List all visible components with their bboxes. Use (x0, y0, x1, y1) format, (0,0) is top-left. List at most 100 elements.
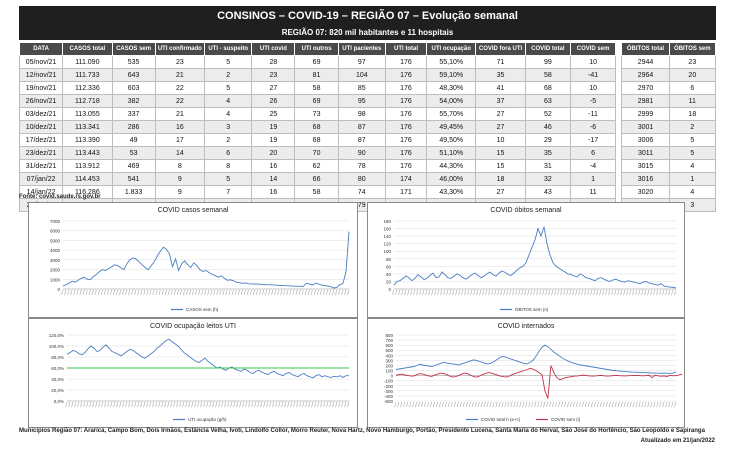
x-tick-mark (195, 289, 198, 296)
table-cell: 11 (569, 185, 617, 199)
chart-panel-hospitalized: COVID internados -500 -400 -300 -200 -100 0 10… (367, 318, 685, 428)
table-cell: -4 (569, 159, 617, 173)
x-tick-mark (632, 401, 635, 408)
x-tick-mark (110, 401, 113, 408)
x-tick-mark (88, 289, 91, 296)
table-cell: 16 (251, 159, 296, 173)
table-cell: 28 (251, 55, 296, 69)
x-tick-mark (662, 401, 665, 408)
x-tick-mark (611, 401, 614, 408)
table-cell: 9 (154, 172, 206, 186)
x-tick-mark (441, 401, 444, 408)
x-tick-mark (269, 401, 272, 408)
x-tick-mark (122, 289, 125, 296)
table-cell: 3 (204, 120, 253, 134)
x-tick-mark (304, 289, 307, 296)
x-tick-mark (92, 401, 95, 408)
x-tick-mark (248, 401, 251, 408)
x-tick-mark (298, 289, 301, 296)
y-tick-label: 100 (385, 369, 393, 374)
y-tick-label: -500 (384, 399, 394, 404)
x-tick-mark (204, 289, 207, 296)
x-tick-mark (395, 289, 398, 296)
table-cell: 73 (294, 107, 339, 121)
table-cell: 25 (251, 107, 296, 121)
table-cell: 14 (154, 146, 206, 160)
table-cell: 2981 (621, 94, 670, 108)
x-tick-mark (557, 289, 560, 296)
x-tick-mark (131, 401, 134, 408)
x-tick-mark (659, 401, 662, 408)
x-tick-mark (509, 289, 512, 296)
x-tick-mark (182, 401, 185, 408)
x-tick-mark (107, 401, 110, 408)
x-tick-mark (561, 401, 564, 408)
table-cell: 11 (668, 94, 717, 108)
x-tick-mark (317, 401, 320, 408)
x-tick-mark (143, 289, 146, 296)
table-cell: 2970 (621, 81, 670, 95)
x-tick-mark (109, 289, 112, 296)
x-tick-mark (531, 401, 534, 408)
x-tick-mark (283, 289, 286, 296)
x-tick-mark (280, 289, 283, 296)
table-cell: 23 (154, 55, 206, 69)
x-tick-mark (512, 289, 515, 296)
x-tick-mark (219, 289, 222, 296)
x-tick-mark (548, 289, 551, 296)
table-gap-cell (615, 55, 623, 69)
x-tick-mark (510, 401, 513, 408)
table-cell: 23 (251, 68, 296, 82)
table-cell: 44,30% (426, 159, 477, 173)
x-tick-mark (344, 401, 347, 408)
x-tick-mark (70, 289, 73, 296)
x-tick-mark (644, 289, 647, 296)
table-cell: 58 (294, 81, 339, 95)
x-tick-mark (587, 401, 590, 408)
table-cell: 176 (384, 159, 428, 173)
x-tick-mark (319, 289, 322, 296)
x-tick-mark (656, 289, 659, 296)
x-tick-mark (567, 401, 569, 408)
x-tick-mark (245, 401, 248, 408)
table-cell: 10 (475, 133, 526, 147)
x-tick-mark (507, 401, 510, 408)
table-cell: 81 (294, 68, 339, 82)
table-cell: 286 (111, 120, 156, 134)
x-tick-mark (653, 289, 656, 296)
x-tick-mark (203, 401, 206, 408)
table-cell: 2 (668, 120, 717, 134)
table-cell: 71 (475, 55, 526, 69)
table-cell: 21 (154, 107, 206, 121)
x-tick-mark (179, 401, 182, 408)
column-header: UTI confirmado (154, 42, 206, 56)
x-tick-mark (332, 401, 335, 408)
x-tick-mark (167, 401, 170, 408)
x-tick-mark (104, 401, 107, 408)
x-tick-mark (501, 401, 504, 408)
table-cell: 643 (111, 68, 156, 82)
x-tick-mark (281, 401, 284, 408)
x-tick-mark (201, 289, 204, 296)
column-header: CASOS sem (111, 42, 156, 56)
x-tick-mark (554, 289, 557, 296)
x-tick-mark (515, 289, 518, 296)
table-cell: 114.453 (62, 172, 113, 186)
x-tick-mark (200, 401, 203, 408)
x-tick-mark (424, 401, 426, 408)
x-tick-mark (540, 401, 543, 408)
x-tick-mark (338, 401, 341, 408)
x-tick-mark (158, 401, 161, 408)
x-tick-mark (210, 289, 213, 296)
x-tick-mark (650, 401, 653, 408)
x-tick-mark (95, 401, 98, 408)
table-cell: 55,10% (426, 55, 477, 69)
table-cell: 176 (384, 133, 428, 147)
x-tick-mark (662, 289, 665, 296)
x-tick-mark (641, 401, 644, 408)
x-tick-mark (467, 289, 470, 296)
chart-panel-deaths: COVID óbitos semanal 0 20 40 60 80 100 120 140 1… (367, 202, 685, 318)
table-cell: 469 (111, 159, 156, 173)
x-tick-mark (398, 289, 401, 296)
table-cell: 111.090 (62, 55, 113, 69)
